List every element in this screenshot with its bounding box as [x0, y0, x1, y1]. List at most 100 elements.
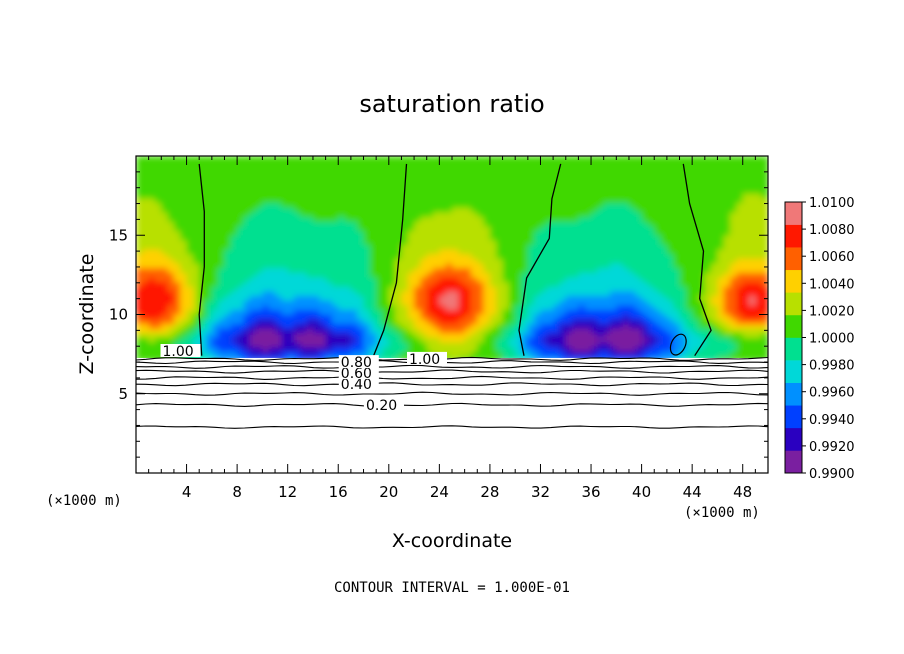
field-cell: [173, 174, 181, 180]
field-cell: [508, 211, 516, 218]
field-cell: [553, 272, 561, 278]
field-cell: [489, 323, 497, 329]
field-cell: [603, 165, 611, 171]
field-cell: [679, 346, 687, 352]
field-cell: [142, 337, 150, 343]
field-cell: [736, 165, 744, 171]
field-cell: [426, 346, 434, 352]
field-cell: [407, 337, 415, 343]
field-cell: [230, 156, 238, 162]
field-cell: [363, 318, 371, 324]
field-cell: [420, 327, 428, 334]
field-cell: [199, 332, 207, 338]
field-cell: [458, 230, 466, 236]
field-cell: [249, 327, 257, 334]
field-cell: [717, 207, 725, 213]
field-cell: [635, 346, 643, 352]
field-cell: [641, 207, 649, 213]
field-cell: [685, 225, 693, 231]
field-cell: [749, 323, 756, 329]
field-cell: [464, 337, 472, 343]
field-cell: [628, 304, 636, 310]
field-cell: [553, 235, 561, 241]
field-cell: [742, 239, 750, 245]
field-cell: [685, 337, 693, 343]
field-cell: [167, 286, 175, 292]
field-cell: [224, 183, 232, 190]
field-cell: [521, 309, 529, 315]
field-cell: [628, 272, 636, 278]
field-cell: [331, 183, 339, 190]
field-cell: [167, 211, 175, 218]
field-cell: [540, 165, 548, 171]
field-cell: [730, 272, 737, 278]
field-cell: [704, 272, 712, 278]
field-cell: [666, 174, 674, 180]
field-cell: [540, 235, 548, 241]
field-cell: [395, 281, 403, 287]
field-cell: [660, 174, 668, 180]
field-cell: [243, 300, 251, 306]
field-cell: [382, 276, 390, 283]
field-cell: [439, 160, 447, 166]
field-cell: [256, 193, 263, 199]
field-cell: [350, 332, 358, 338]
field-cell: [192, 207, 200, 213]
field-cell: [357, 267, 365, 273]
field-cell: [749, 351, 756, 357]
field-cell: [439, 165, 447, 171]
field-cell: [464, 272, 472, 278]
field-cell: [445, 286, 453, 292]
field-cell: [489, 235, 497, 241]
field-cell: [635, 179, 643, 185]
field-cell: [508, 304, 516, 310]
field-cell: [294, 225, 301, 231]
field-cell: [369, 244, 377, 250]
field-cell: [275, 318, 282, 324]
field-cell: [679, 318, 687, 324]
field-cell: [331, 346, 339, 352]
field-cell: [331, 290, 339, 297]
field-cell: [654, 290, 662, 297]
field-cell: [628, 216, 636, 222]
field-cell: [243, 304, 251, 310]
field-cell: [496, 276, 504, 283]
field-cell: [192, 253, 200, 259]
field-cell: [369, 327, 377, 334]
field-cell: [559, 341, 567, 348]
field-cell: [388, 197, 396, 204]
field-cell: [730, 188, 737, 194]
field-cell: [742, 230, 750, 236]
field-cell: [224, 304, 232, 310]
field-cell: [369, 188, 377, 194]
field-cell: [761, 276, 768, 283]
field-cell: [477, 216, 485, 222]
field-cell: [306, 290, 314, 297]
field-cell: [755, 272, 763, 278]
field-cell: [281, 160, 289, 166]
field-cell: [534, 337, 542, 343]
field-cell: [199, 235, 207, 241]
field-cell: [717, 156, 725, 162]
field-cell: [300, 207, 308, 213]
field-cell: [414, 323, 421, 329]
field-cell: [628, 197, 636, 204]
field-cell: [559, 239, 567, 245]
field-cell: [376, 281, 384, 287]
field-cell: [218, 300, 226, 306]
field-cell: [730, 346, 737, 352]
field-cell: [395, 174, 403, 180]
x-tick-label: 24: [430, 483, 449, 501]
field-cell: [256, 272, 263, 278]
field-cell: [395, 314, 403, 320]
field-cell: [641, 160, 649, 166]
field-cell: [230, 295, 238, 301]
field-cell: [622, 262, 630, 269]
field-cell: [755, 183, 763, 190]
field-cell: [142, 235, 150, 241]
field-cell: [142, 179, 150, 185]
field-cell: [256, 290, 263, 297]
field-cell: [287, 202, 295, 208]
field-cell: [761, 230, 768, 236]
field-cell: [597, 314, 605, 320]
